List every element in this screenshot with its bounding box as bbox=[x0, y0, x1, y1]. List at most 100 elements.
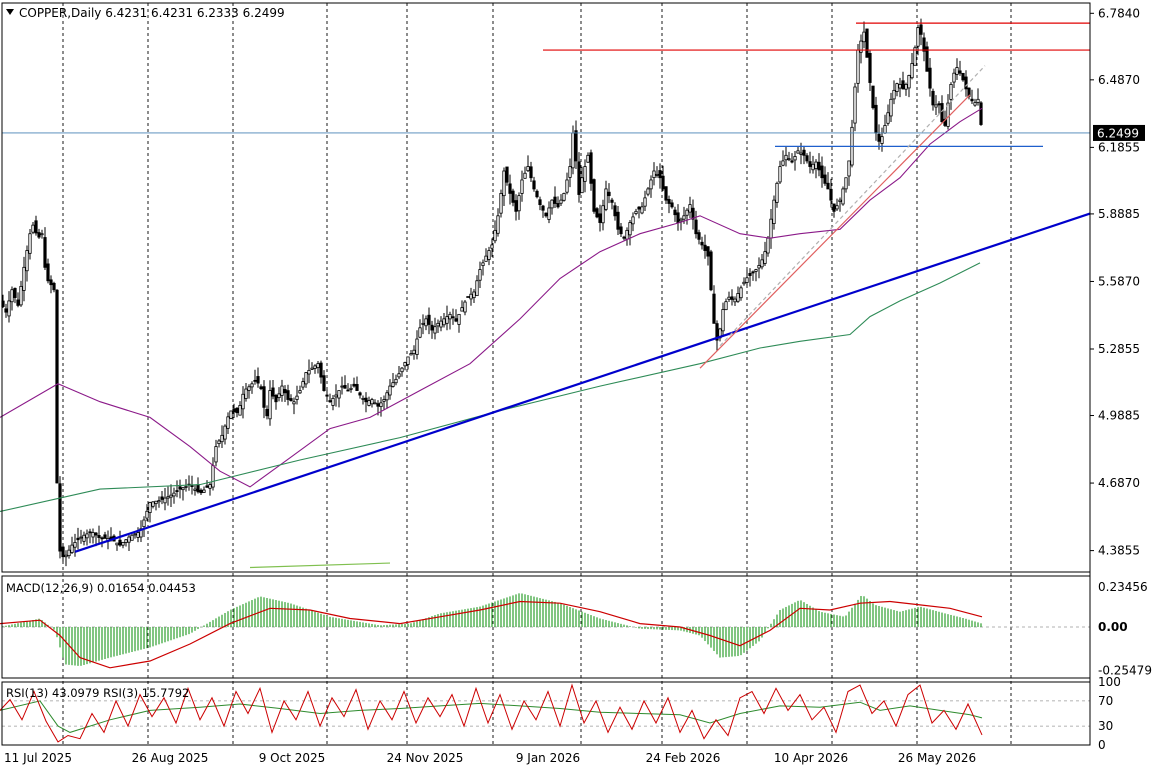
candle-body bbox=[310, 367, 314, 370]
candle-body bbox=[595, 208, 599, 218]
candle-body bbox=[778, 166, 782, 183]
date-tick-label: 26 Aug 2025 bbox=[132, 751, 209, 765]
candle-body bbox=[223, 425, 227, 440]
candle-body bbox=[232, 408, 236, 413]
candle-body bbox=[790, 160, 794, 163]
candle-body bbox=[919, 24, 923, 35]
candle-body bbox=[214, 446, 218, 463]
candle-body bbox=[253, 379, 257, 382]
candle-body bbox=[67, 549, 71, 557]
candle-body bbox=[694, 219, 698, 235]
date-tick-label: 10 Apr 2026 bbox=[774, 751, 848, 765]
candle-body bbox=[610, 199, 614, 203]
candle-body bbox=[544, 212, 548, 217]
price-tick-label: 6.1855 bbox=[1098, 140, 1140, 154]
candle-body bbox=[598, 213, 602, 223]
candle-body bbox=[367, 400, 371, 406]
macd-label: MACD(12,26,9) 0.01654 0.04453 bbox=[6, 581, 196, 595]
candle-body bbox=[664, 186, 668, 201]
candle-body bbox=[403, 362, 407, 367]
candle-body bbox=[355, 384, 359, 391]
candle-body bbox=[910, 63, 914, 79]
candle-body bbox=[205, 485, 209, 488]
candle-body bbox=[715, 323, 719, 341]
candle-body bbox=[700, 241, 704, 246]
candle-body bbox=[484, 255, 488, 262]
candle-body bbox=[25, 250, 29, 272]
candle-body bbox=[244, 388, 248, 399]
candle-body bbox=[526, 166, 530, 172]
candle-body bbox=[280, 385, 284, 396]
candle-body bbox=[34, 220, 38, 234]
candle-body bbox=[601, 205, 605, 224]
candle-body bbox=[478, 269, 482, 281]
candle-body bbox=[343, 385, 347, 389]
candle-body bbox=[16, 299, 20, 306]
candle-body bbox=[256, 376, 260, 384]
candle-body bbox=[148, 502, 152, 513]
candle-body bbox=[337, 390, 341, 399]
current-price-tag bbox=[1093, 124, 1145, 141]
candle-body bbox=[133, 533, 137, 536]
candle-body bbox=[352, 383, 356, 387]
candle-body bbox=[862, 31, 866, 43]
candle-body bbox=[559, 199, 563, 204]
rsi-tick-label: 30 bbox=[1098, 719, 1113, 733]
candle-body bbox=[457, 313, 461, 325]
candle-body bbox=[556, 203, 560, 208]
candle-body bbox=[7, 300, 11, 317]
candle-body bbox=[193, 488, 197, 491]
candle-body bbox=[673, 209, 677, 216]
dropdown-triangle-icon[interactable] bbox=[6, 9, 14, 15]
candle-body bbox=[316, 363, 320, 369]
candle-body bbox=[64, 554, 68, 558]
candle-body bbox=[85, 533, 89, 539]
candle-body bbox=[121, 542, 125, 546]
candle-body bbox=[547, 207, 551, 220]
candle-body bbox=[250, 383, 254, 388]
candle-body bbox=[37, 232, 41, 238]
date-tick-label: 9 Jan 2026 bbox=[516, 751, 580, 765]
candle-body bbox=[271, 387, 275, 397]
candle-body bbox=[247, 386, 251, 391]
candle-body bbox=[238, 405, 242, 416]
candle-body bbox=[631, 216, 635, 225]
candle-body bbox=[733, 298, 737, 303]
candle-body bbox=[436, 322, 440, 327]
candle-body bbox=[304, 372, 308, 385]
candle-body bbox=[541, 205, 545, 211]
candle-body bbox=[826, 182, 830, 190]
candle-body bbox=[652, 170, 656, 179]
candle-body bbox=[973, 102, 977, 106]
candle-body bbox=[100, 537, 104, 540]
candle-body bbox=[454, 318, 458, 322]
candle-body bbox=[196, 484, 200, 493]
candle-body bbox=[460, 307, 464, 312]
candle-body bbox=[277, 393, 281, 399]
candle-body bbox=[607, 191, 611, 197]
candle-body bbox=[430, 324, 434, 331]
candle-body bbox=[856, 49, 860, 84]
candle-body bbox=[961, 72, 965, 81]
candle-body bbox=[199, 489, 203, 494]
candle-body bbox=[169, 494, 173, 498]
macd-tick-label: -0.25479 bbox=[1098, 663, 1152, 677]
candle-body bbox=[589, 152, 593, 184]
candle-body bbox=[508, 183, 512, 194]
candle-body bbox=[766, 237, 770, 254]
candle-body bbox=[502, 170, 506, 197]
candle-body bbox=[505, 166, 509, 183]
candle-body bbox=[391, 382, 395, 387]
candle-body bbox=[643, 197, 647, 207]
candle-body bbox=[421, 322, 425, 325]
candle-body bbox=[853, 86, 857, 124]
candle-body bbox=[772, 199, 776, 224]
candle-body bbox=[871, 85, 875, 109]
candle-body bbox=[22, 266, 26, 291]
candle-body bbox=[301, 381, 305, 388]
candle-body bbox=[730, 296, 734, 300]
candle-body bbox=[523, 172, 527, 179]
candle-body bbox=[94, 532, 98, 536]
